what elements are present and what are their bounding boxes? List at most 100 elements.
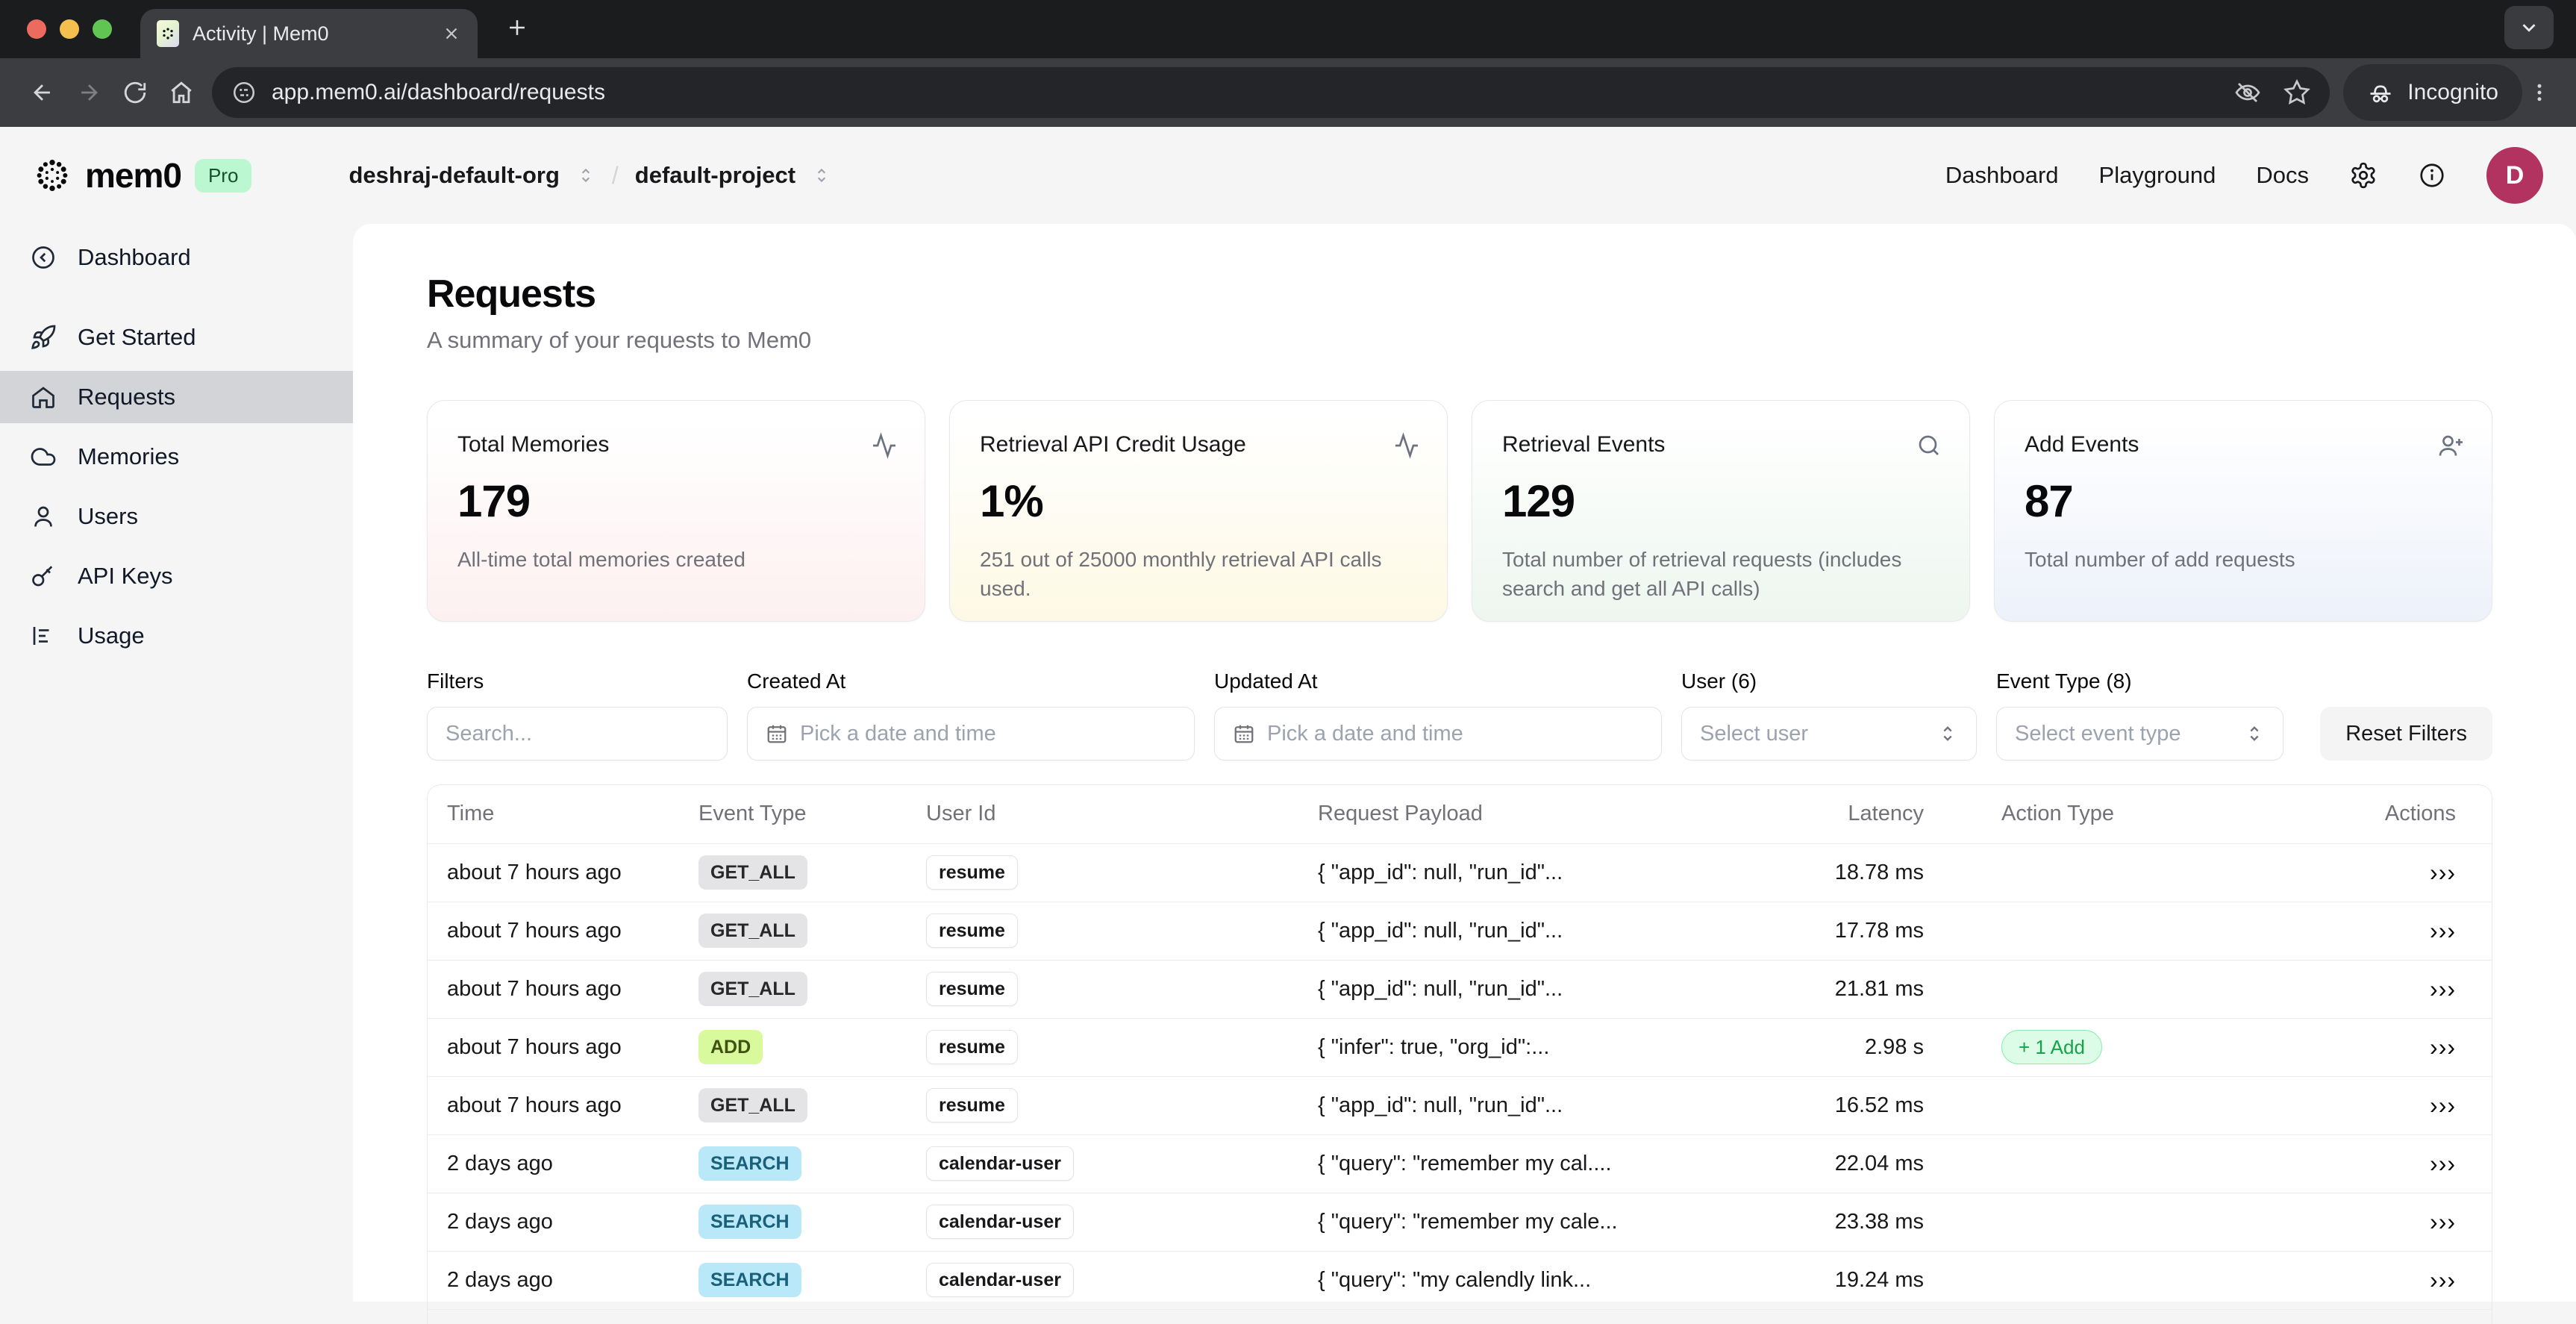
avatar[interactable]: D [2486, 147, 2543, 204]
chevrons-up-down-icon[interactable] [576, 166, 595, 185]
url-text[interactable]: app.mem0.ai/dashboard/requests [272, 80, 2219, 105]
bookmark-star-icon[interactable] [2283, 79, 2310, 106]
window-controls[interactable] [27, 19, 112, 39]
minimize-window-button[interactable] [60, 19, 79, 39]
search-input[interactable]: Search... [427, 707, 728, 761]
event-type-badge: GET_ALL [698, 972, 807, 1006]
table-row[interactable]: 2 days ago SEARCH calendar-user { "query… [428, 1251, 2492, 1309]
user-filter-label: User (6) [1681, 669, 1977, 693]
site-info-icon[interactable] [231, 80, 257, 105]
project-selector[interactable]: default-project [635, 162, 795, 189]
row-actions-button[interactable]: ››› [2430, 1267, 2456, 1293]
event-type-badge: SEARCH [698, 1205, 801, 1239]
latency-value: 17.78 ms [1722, 902, 1924, 960]
stat-value: 1% [980, 475, 1417, 527]
table-row[interactable]: about 7 hours ago GET_ALL resume { "app_… [428, 960, 2492, 1018]
stat-description: Total number of retrieval requests (incl… [1502, 545, 1913, 603]
request-time: about 7 hours ago [428, 902, 685, 960]
request-payload: { "query": "remember my cal.... [1304, 1134, 1722, 1193]
search-placeholder: Search... [446, 722, 532, 746]
table-row[interactable]: about 7 hours ago GET_ALL resume { "app_… [428, 1076, 2492, 1134]
table-row[interactable]: 2 days ago SEARCH calendar-user { "query… [428, 1134, 2492, 1193]
action-type-badge: + 1 Add [2001, 1030, 2102, 1064]
home-icon[interactable] [158, 69, 204, 116]
chevrons-up-down-icon [1937, 723, 1958, 744]
back-icon[interactable] [19, 69, 66, 116]
mem0-favicon [157, 20, 179, 47]
sidebar-item-users[interactable]: Users [0, 490, 353, 543]
new-tab-button[interactable] [504, 15, 530, 40]
browser-tab[interactable]: Activity | Mem0 [140, 9, 478, 58]
plan-badge: Pro [195, 159, 251, 193]
stat-cards: Total Memories 179 All-time total memori… [427, 400, 2492, 622]
sidebar-item-label: API Keys [78, 563, 173, 590]
breadcrumb-separator: / [612, 162, 619, 190]
event-type-select[interactable]: Select event type [1996, 707, 2283, 761]
table-row[interactable]: about 7 hours ago ADD resume { "infer": … [428, 1018, 2492, 1076]
sidebar-item-api-keys[interactable]: API Keys [0, 550, 353, 602]
sidebar-item-label: Dashboard [78, 244, 191, 271]
created-at-input[interactable]: Pick a date and time [747, 707, 1195, 761]
nav-dashboard-link[interactable]: Dashboard [1945, 162, 2059, 189]
page-subtitle: A summary of your requests to Mem0 [427, 327, 2492, 354]
incognito-icon [2367, 79, 2394, 106]
bar-chart-icon [30, 622, 57, 649]
user-select[interactable]: Select user [1681, 707, 1977, 761]
table-row[interactable]: about 7 hours ago GET_ALL resume { "app_… [428, 843, 2492, 902]
sidebar-item-usage[interactable]: Usage [0, 610, 353, 662]
nav-playground-link[interactable]: Playground [2099, 162, 2216, 189]
close-window-button[interactable] [27, 19, 46, 39]
nav-docs-link[interactable]: Docs [2256, 162, 2309, 189]
eye-off-icon[interactable] [2234, 79, 2261, 106]
sidebar-item-dashboard[interactable]: Dashboard [0, 231, 353, 284]
main-panel: Requests A summary of your requests to M… [353, 224, 2576, 1302]
request-payload: { "app_id": null, "run_id"... [1304, 1076, 1722, 1134]
chevrons-up-down-icon[interactable] [812, 166, 831, 185]
reload-icon[interactable] [112, 69, 158, 116]
updated-at-label: Updated At [1214, 669, 1662, 693]
cloud-icon [30, 443, 57, 470]
mem0-logo[interactable]: mem0 Pro [33, 155, 251, 196]
row-actions-button[interactable]: ››› [2430, 859, 2456, 886]
activity-icon [871, 432, 898, 459]
stat-value: 179 [457, 475, 895, 527]
sidebar-item-requests[interactable]: Requests [0, 371, 353, 423]
table-row[interactable]: about 7 hours ago GET_ALL resume { "app_… [428, 902, 2492, 960]
updated-at-input[interactable]: Pick a date and time [1214, 707, 1662, 761]
sidebar-item-memories[interactable]: Memories [0, 431, 353, 483]
row-actions-button[interactable]: ››› [2430, 1092, 2456, 1119]
maximize-window-button[interactable] [93, 19, 112, 39]
event-type-badge: ADD [698, 1030, 763, 1064]
row-actions-button[interactable]: ››› [2430, 917, 2456, 944]
user-id-pill: calendar-user [926, 1146, 1074, 1181]
reset-filters-button[interactable]: Reset Filters [2320, 707, 2492, 761]
stat-title: Add Events [2025, 432, 2462, 458]
event-type-badge: GET_ALL [698, 914, 807, 948]
forward-icon[interactable] [66, 69, 112, 116]
request-time: about 7 hours ago [428, 843, 685, 902]
page-title: Requests [427, 272, 2492, 316]
mem0-logo-icon [33, 156, 72, 195]
chevrons-up-down-icon [2244, 723, 2265, 744]
sidebar-item-label: Requests [78, 384, 175, 410]
stat-card-retrieval-events: Retrieval Events 129 Total number of ret… [1472, 400, 1970, 622]
tab-search-chevron-button[interactable] [2504, 6, 2554, 49]
row-actions-button[interactable]: ››› [2430, 1034, 2456, 1061]
row-actions-button[interactable]: ››› [2430, 1208, 2456, 1235]
close-tab-icon[interactable] [442, 24, 461, 43]
table-row[interactable]: 2 days ago SEARCH calendar-user { "query… [428, 1193, 2492, 1251]
info-icon[interactable] [2418, 161, 2446, 190]
sidebar-item-get-started[interactable]: Get Started [0, 311, 353, 363]
gear-icon[interactable] [2349, 161, 2378, 190]
browser-menu-icon[interactable] [2522, 69, 2557, 116]
request-time: 2 days ago [428, 1134, 685, 1193]
request-time: about 7 hours ago [428, 1018, 685, 1076]
event-type-filter-label: Event Type (8) [1996, 669, 2283, 693]
row-actions-button[interactable]: ››› [2430, 975, 2456, 1002]
table-header-row: Time Event Type User Id Request Payload … [428, 785, 2492, 843]
row-actions-button[interactable]: ››› [2430, 1150, 2456, 1177]
home-icon [30, 384, 57, 410]
stat-title: Retrieval API Credit Usage [980, 432, 1417, 458]
org-selector[interactable]: deshraj-default-org [348, 162, 559, 189]
url-bar[interactable]: app.mem0.ai/dashboard/requests [212, 67, 2330, 118]
